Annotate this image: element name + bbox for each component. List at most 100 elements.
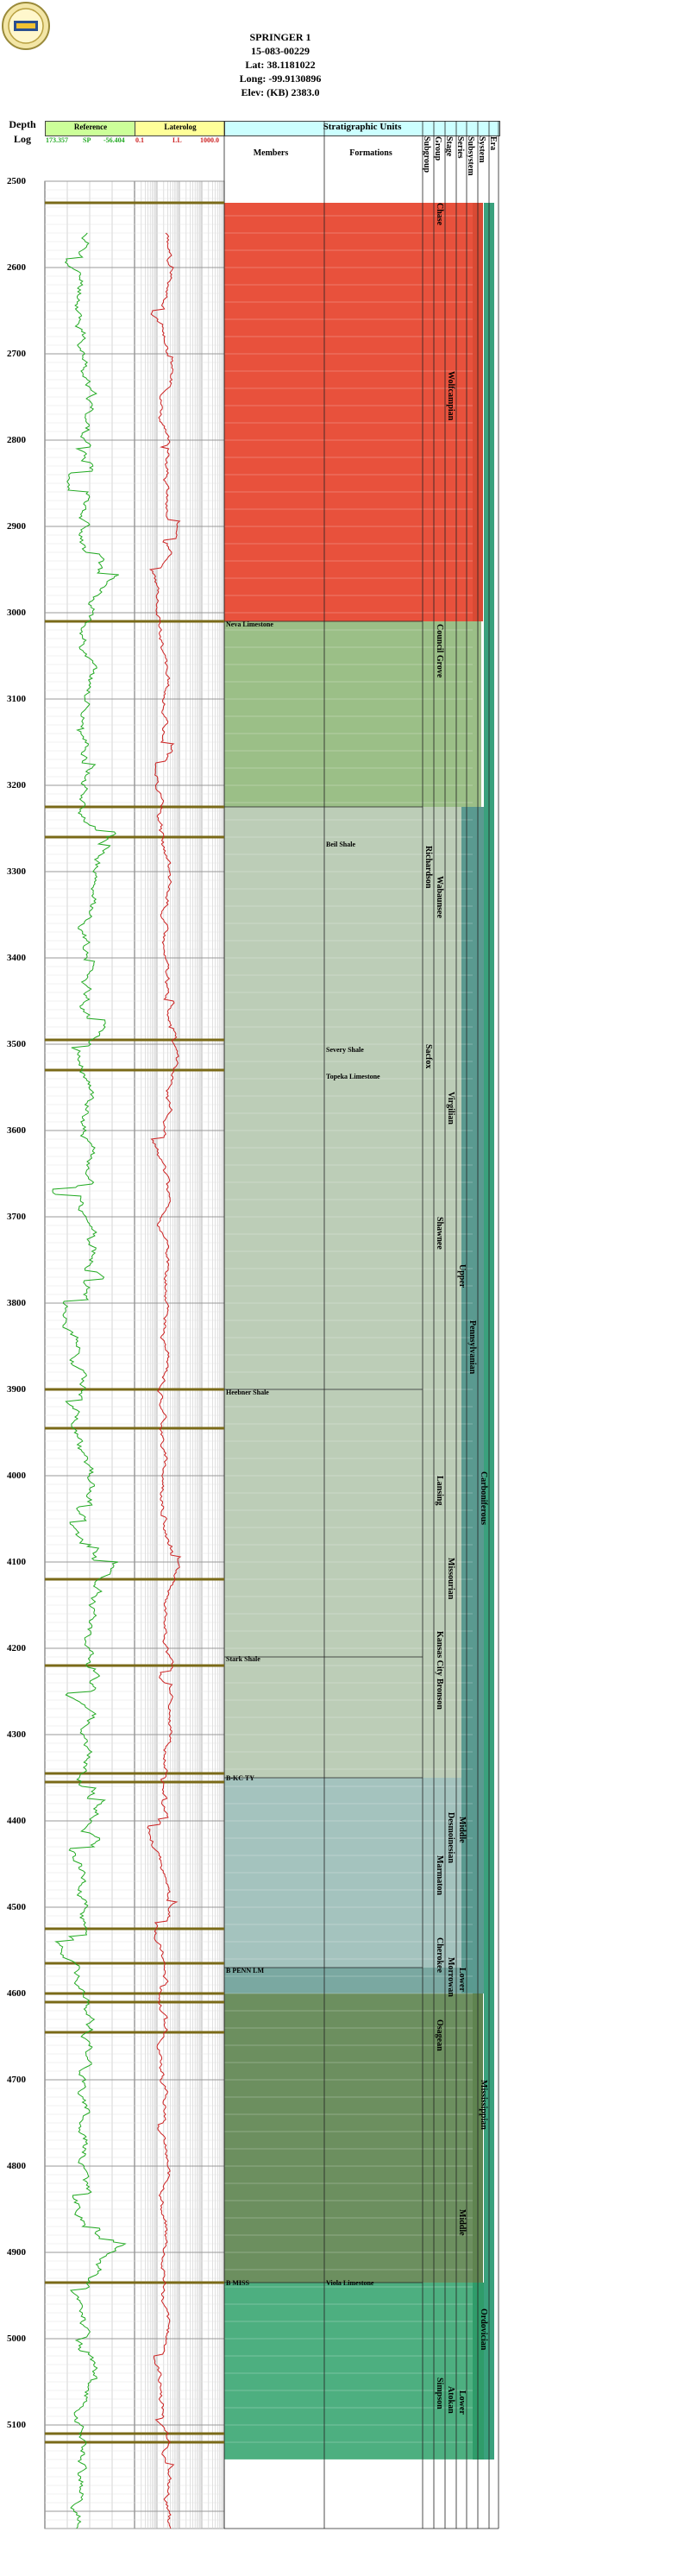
depth-label: 2900 <box>7 521 26 532</box>
depth-label: 5000 <box>7 2334 26 2344</box>
members-header: Members <box>253 148 289 158</box>
system-label: Ordovician <box>479 2308 488 2351</box>
group-label: Cherokee <box>435 1937 444 1973</box>
seal-icon <box>2 2 50 50</box>
reference-title: Reference <box>73 123 108 131</box>
group-label: Council Grove <box>435 624 444 678</box>
strat-header <box>224 121 500 136</box>
depth-label: 4100 <box>7 1557 26 1567</box>
depth-label: 3700 <box>7 1212 26 1222</box>
formation-label: Severy Shale <box>326 1046 364 1054</box>
strat-title: Stratigraphic Units <box>323 122 402 132</box>
strat-color-block <box>224 1993 481 2283</box>
well-api: 15-083-00229 <box>251 45 310 57</box>
formation-label: Beil Shale <box>326 841 356 848</box>
depth-label: 4500 <box>7 1902 26 1912</box>
well-elev: Elev: (KB) 2383.0 <box>241 86 320 98</box>
subgroup-label: Sacfox <box>423 1044 433 1069</box>
subsystem-label: Pennsylvanian <box>467 1320 477 1375</box>
group-label: Marmaton <box>435 1855 444 1896</box>
formation-label: Viola Limestone <box>326 2279 374 2287</box>
laterolog-scale-left: 0.1 <box>135 136 144 144</box>
well-name: SPRINGER 1 <box>249 31 311 43</box>
series-label: Upper <box>457 1264 467 1288</box>
subgroup-label: Richardson <box>423 846 433 889</box>
formation-label: Topeka Limestone <box>326 1073 380 1080</box>
strat-color-block <box>224 1968 481 1993</box>
depth-label: 3100 <box>7 694 26 704</box>
group-label: Chase <box>435 203 444 226</box>
depth-label: 4200 <box>7 1643 26 1653</box>
strat-color-block <box>224 807 481 1778</box>
series-label: Lower <box>457 1968 467 1992</box>
depth-label: 3200 <box>7 780 26 790</box>
member-label: B PENN LM <box>226 1967 264 1975</box>
group-label: Simpson <box>435 2378 444 2409</box>
stage-label: Virgilian <box>446 1092 455 1124</box>
era-header: Era <box>488 136 498 151</box>
subsystem-header: Subsystem <box>466 136 475 176</box>
depth-label: 5100 <box>7 2420 26 2430</box>
group-label: Wabaunsee <box>435 876 444 918</box>
strat-color-block <box>224 621 481 807</box>
group-header: Group <box>433 136 442 161</box>
depth-label: 4700 <box>7 2075 26 2085</box>
system-label: Mississippian <box>479 2080 488 2130</box>
reference-scale-left: 173.357 <box>46 136 68 144</box>
subgroup-header: Subgroup <box>422 136 431 173</box>
group-label: Shawnee <box>435 1217 444 1250</box>
depth-label: 3500 <box>7 1039 26 1049</box>
stage-label: Wolfcampian <box>446 371 455 421</box>
reference-curve-name: SP <box>83 136 91 144</box>
group-label: Bronson <box>435 1678 444 1710</box>
ll-curve <box>147 232 182 2529</box>
well-long: Long: -99.9130896 <box>239 72 322 85</box>
depth-label: 4900 <box>7 2247 26 2258</box>
depth-label: 3300 <box>7 866 26 877</box>
depth-label: 2600 <box>7 262 26 273</box>
well-lat: Lat: 38.1181022 <box>245 59 316 71</box>
member-label: B-KC TY <box>226 1774 254 1782</box>
depth-label: 2800 <box>7 435 26 445</box>
depth-label: 3800 <box>7 1298 26 1308</box>
formations-header: Formations <box>349 148 392 158</box>
depth-label: 4800 <box>7 2161 26 2171</box>
group-label: Lansing <box>435 1476 444 1506</box>
depth-label: 3000 <box>7 608 26 618</box>
laterolog-title: Laterolog <box>164 123 197 131</box>
depth-label: 3900 <box>7 1384 26 1395</box>
depth-label: 2700 <box>7 349 26 359</box>
log-header: Log <box>13 133 31 145</box>
depth-label: 2500 <box>7 176 26 186</box>
series-header: Series <box>455 136 465 159</box>
strat-color-block <box>224 2283 481 2459</box>
system-label: Carboniferous <box>479 1471 488 1526</box>
group-label: Kansas City <box>435 1631 444 1676</box>
series-label: Lower <box>457 2390 467 2415</box>
strat-color-block <box>224 203 481 621</box>
series-label: Middle <box>457 1817 467 1843</box>
depth-label: 4600 <box>7 1988 26 1999</box>
series-label: Middle <box>457 2209 467 2236</box>
reference-scale-right: -56.404 <box>104 136 125 144</box>
sp-curve <box>52 232 127 2529</box>
stage-label: Morrowan <box>446 1957 455 1997</box>
stage-label: Atokan <box>446 2386 455 2414</box>
member-label: B MISS <box>226 2279 249 2287</box>
depth-label: 4400 <box>7 1816 26 1826</box>
stage-label: Missourian <box>446 1558 455 1600</box>
laterolog-curve-name: LL <box>172 136 182 144</box>
depth-label: 4300 <box>7 1729 26 1740</box>
member-label: Heebner Shale <box>226 1389 269 1396</box>
depth-header: Depth <box>9 118 36 130</box>
depth-label: 4000 <box>7 1471 26 1481</box>
stage-header: Stage <box>444 136 454 157</box>
laterolog-scale-right: 1000.0 <box>200 136 219 144</box>
kgs-logo <box>2 2 50 50</box>
group-label: Osagean <box>435 2019 444 2051</box>
stage-label: Desmoinesian <box>446 1812 455 1863</box>
member-label: Stark Shale <box>226 1655 260 1663</box>
depth-label: 3400 <box>7 953 26 963</box>
depth-label: 3600 <box>7 1125 26 1136</box>
